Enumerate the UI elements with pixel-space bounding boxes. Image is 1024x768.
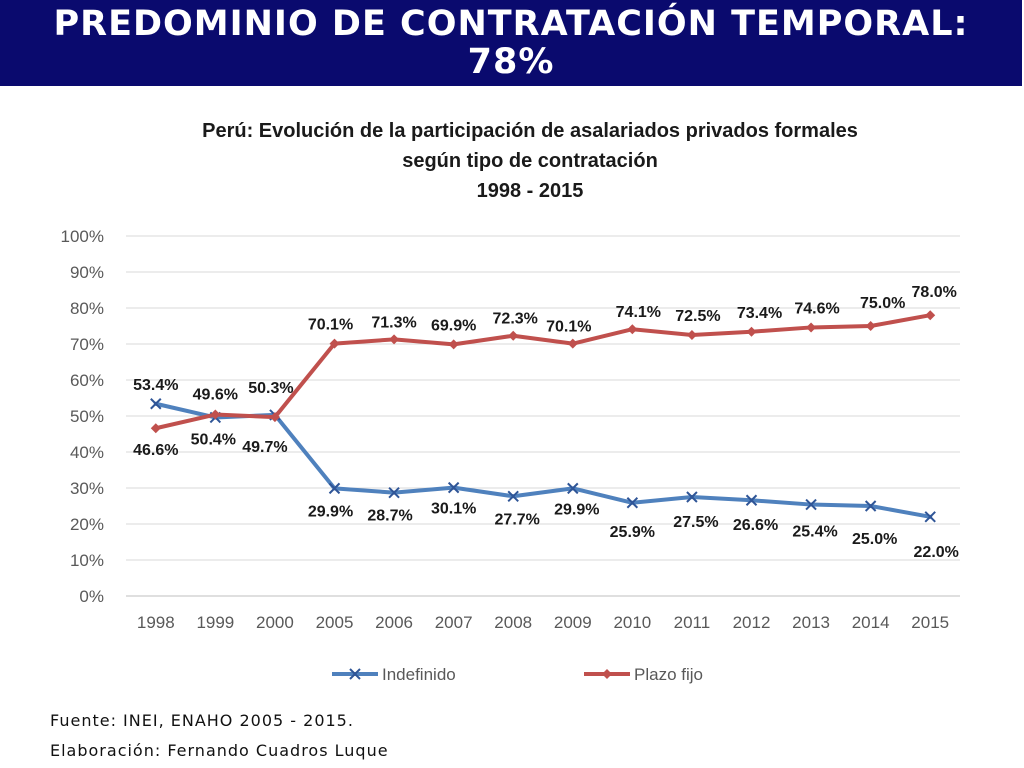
- data-label: 73.4%: [737, 305, 782, 322]
- data-point: [150, 423, 161, 434]
- data-point: [567, 338, 578, 349]
- data-label: 71.3%: [371, 314, 416, 331]
- series-line-plazo-fijo: [153, 313, 933, 431]
- footer-source: Fuente: INEI, ENAHO 2005 - 2015.: [50, 711, 354, 730]
- data-point: [925, 310, 936, 321]
- x-tick-label: 2012: [733, 613, 771, 632]
- x-tick-label: 2008: [494, 613, 532, 632]
- data-label: 49.6%: [193, 386, 238, 403]
- data-label: 25.4%: [792, 524, 837, 541]
- data-point: [745, 494, 758, 506]
- footer-author: Elaboración: Fernando Cuadros Luque: [50, 741, 389, 760]
- data-point: [447, 481, 460, 494]
- data-point: [150, 398, 162, 410]
- x-tick-label: 1998: [137, 613, 175, 632]
- x-tick-label: 2000: [256, 613, 294, 632]
- data-label: 29.9%: [308, 503, 353, 520]
- y-tick-label: 10%: [70, 551, 104, 570]
- x-tick-label: 2011: [674, 613, 711, 632]
- data-point: [567, 482, 579, 495]
- x-tick-label: 2014: [852, 613, 890, 632]
- y-tick-label: 30%: [70, 479, 104, 498]
- banner-title-line1: PREDOMINIO DE CONTRATACIÓN TEMPORAL:: [53, 4, 969, 44]
- data-label: 70.1%: [546, 319, 591, 336]
- footer: Fuente: INEI, ENAHO 2005 - 2015. Elabora…: [50, 706, 389, 766]
- legend-marker: [602, 669, 612, 679]
- data-point: [864, 500, 877, 512]
- data-point: [389, 334, 400, 345]
- data-point: [924, 511, 936, 523]
- data-label: 78.0%: [912, 284, 957, 301]
- x-tick-label: 2010: [613, 613, 651, 632]
- chart-title-line1: Perú: Evolución de la participación de a…: [202, 120, 858, 142]
- x-tick-label: 2005: [316, 613, 354, 632]
- data-label: 27.5%: [673, 514, 718, 531]
- y-tick-label: 40%: [70, 443, 104, 462]
- chart-title-line3: 1998 - 2015: [476, 180, 584, 202]
- data-point: [865, 321, 876, 331]
- data-label: 74.6%: [794, 300, 839, 317]
- y-tick-label: 20%: [70, 515, 104, 534]
- data-point: [627, 324, 638, 335]
- data-label: 28.7%: [367, 508, 412, 525]
- legend-marker: [349, 668, 361, 680]
- data-label: 50.3%: [248, 380, 293, 397]
- data-label: 72.5%: [675, 308, 720, 325]
- data-label: 46.6%: [133, 442, 178, 459]
- y-tick-label: 50%: [70, 407, 104, 426]
- x-tick-label: 1999: [196, 613, 234, 632]
- data-label: 72.3%: [493, 311, 538, 328]
- data-label: 74.1%: [616, 304, 661, 321]
- data-point: [388, 486, 400, 499]
- y-tick-label: 80%: [70, 299, 104, 318]
- data-label: 50.4%: [191, 432, 236, 449]
- y-tick-label: 0%: [79, 587, 104, 606]
- y-tick-label: 100%: [61, 227, 104, 246]
- y-tick-label: 60%: [70, 371, 104, 390]
- data-point: [686, 491, 698, 503]
- x-tick-label: 2013: [792, 613, 830, 632]
- data-point: [329, 338, 340, 349]
- data-point: [626, 497, 639, 509]
- data-label: 29.9%: [554, 501, 599, 518]
- x-tick-label: 2009: [554, 613, 592, 632]
- data-point: [210, 409, 221, 420]
- title-banner: PREDOMINIO DE CONTRATACIÓN TEMPORAL: 78%: [0, 0, 1024, 86]
- data-label: 26.6%: [733, 517, 778, 534]
- legend-label: Plazo fijo: [634, 665, 703, 684]
- data-label: 53.4%: [133, 377, 178, 394]
- data-point: [686, 330, 697, 340]
- data-label: 70.1%: [308, 317, 353, 334]
- y-tick-label: 90%: [70, 263, 104, 282]
- y-tick-label: 70%: [70, 335, 104, 354]
- series-line-indefinido: [153, 401, 933, 519]
- data-point: [448, 339, 459, 350]
- chart-title: Perú: Evolución de la participación de a…: [0, 116, 1024, 206]
- data-point: [328, 482, 341, 495]
- x-tick-label: 2015: [911, 613, 949, 632]
- data-point: [269, 412, 280, 423]
- data-label: 25.0%: [852, 531, 897, 548]
- data-point: [805, 498, 817, 511]
- data-point: [806, 322, 817, 333]
- legend-label: Indefinido: [382, 665, 456, 684]
- chart-title-line2: según tipo de contratación: [402, 150, 658, 172]
- data-label: 69.9%: [431, 317, 476, 334]
- data-label: 25.9%: [610, 524, 655, 541]
- x-tick-label: 2007: [435, 613, 473, 632]
- line-chart: 0% 10% 20% 30% 40% 50% 60% 70% 80% 90% 100% 1998 199…: [61, 227, 960, 684]
- data-label: 22.0%: [914, 544, 959, 561]
- data-point: [507, 490, 519, 502]
- x-tick-label: 2006: [375, 613, 413, 632]
- data-label: 75.0%: [860, 295, 905, 312]
- data-label: 49.7%: [242, 439, 287, 456]
- data-label: 27.7%: [495, 511, 540, 528]
- data-point: [508, 330, 519, 341]
- banner-title-line2: 78%: [467, 42, 555, 82]
- data-label: 30.1%: [431, 501, 476, 518]
- data-point: [746, 326, 757, 337]
